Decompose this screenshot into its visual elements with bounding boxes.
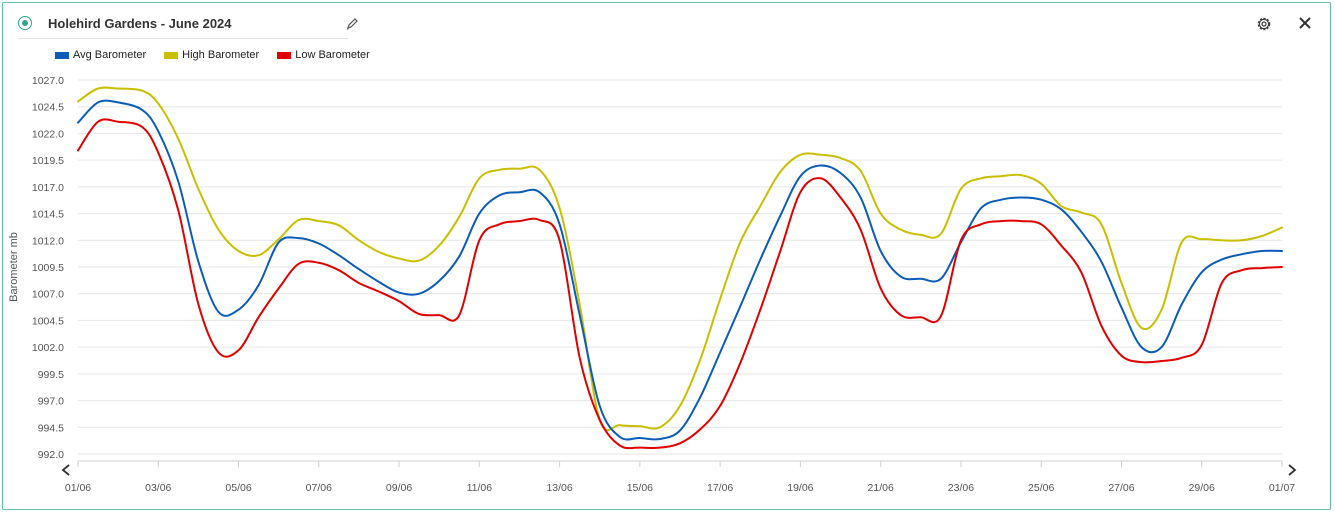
x-tick-label: 13/06 [546,482,572,494]
x-tick-label: 05/06 [225,482,251,494]
y-tick-label: 1012.0 [32,235,64,247]
y-tick-labels: 992.0 994.5 997.0 999.5 1002.0 1004.5 1007.0 10… [32,75,64,461]
x-tick-label: 19/06 [787,482,813,494]
x-tick-label: 09/06 [386,482,412,494]
x-tick-label: 11/06 [467,482,493,494]
x-tick-label: 21/06 [868,482,894,494]
legend-item-low[interactable]: Low Barometer [277,49,370,61]
x-tick-label: 03/06 [145,482,171,494]
legend-item-avg[interactable]: Avg Barometer [55,49,146,61]
title-field[interactable]: Holehird Gardens - June 2024 [18,14,348,39]
close-icon[interactable] [1297,15,1313,31]
chevron-left-icon[interactable] [58,462,72,478]
legend-label-high: High Barometer [182,49,260,61]
y-tick-label: 1004.5 [32,315,64,327]
page-title: Holehird Gardens - June 2024 [48,16,232,31]
gear-icon[interactable] [1255,15,1273,33]
series-line-avg-barometer[interactable] [77,99,1283,441]
x-tick-label: 07/06 [306,482,332,494]
y-tick-label: 1002.0 [32,342,64,354]
x-tick-label: 23/06 [948,482,974,494]
series-line-low-barometer[interactable] [77,118,1283,450]
y-tick-label: 1019.5 [32,155,64,167]
legend-item-high[interactable]: High Barometer [164,49,259,61]
x-tick-label: 25/06 [1028,482,1054,494]
x-tick-label: 29/06 [1189,482,1215,494]
series-layer [77,86,1283,450]
y-tick-label: 1017.0 [32,182,64,194]
pencil-icon[interactable] [345,17,359,31]
legend-label-low: Low Barometer [295,49,370,61]
grid-layer [78,79,1282,455]
y-tick-label: 994.5 [38,422,64,434]
y-tick-label: 1027.0 [32,75,64,87]
x-tick-label: 01/06 [65,482,91,494]
x-tick-label: 17/06 [707,482,733,494]
y-axis-label: Barometer mb [8,232,20,302]
y-tick-label: 1007.0 [32,289,64,301]
y-tick-label: 1022.0 [32,128,64,140]
series-line-high-barometer[interactable] [77,86,1283,432]
y-tick-label: 1014.5 [32,209,64,221]
chevron-right-icon[interactable] [1284,462,1298,478]
legend-swatch-high [164,51,179,59]
legend-label-avg: Avg Barometer [73,49,147,61]
chart-legend: Avg Barometer High Barometer Low Baromet… [55,49,370,61]
x-tick-label: 15/06 [627,482,653,494]
status-dot-icon [18,16,32,30]
y-tick-label: 999.5 [38,369,64,381]
y-tick-label: 997.0 [38,396,64,408]
x-tick-label: 01/07 [1269,482,1295,494]
legend-swatch-avg [55,51,69,59]
x-tick-label: 27/06 [1108,482,1134,494]
y-tick-label: 1024.5 [32,102,64,114]
x-tick-labels: 01/06 03/06 05/06 07/06 09/06 11/06 13/06 15/06… [65,460,1295,494]
y-tick-label: 1009.5 [32,262,64,274]
y-tick-label: 992.0 [38,449,64,461]
legend-swatch-low [277,51,292,59]
